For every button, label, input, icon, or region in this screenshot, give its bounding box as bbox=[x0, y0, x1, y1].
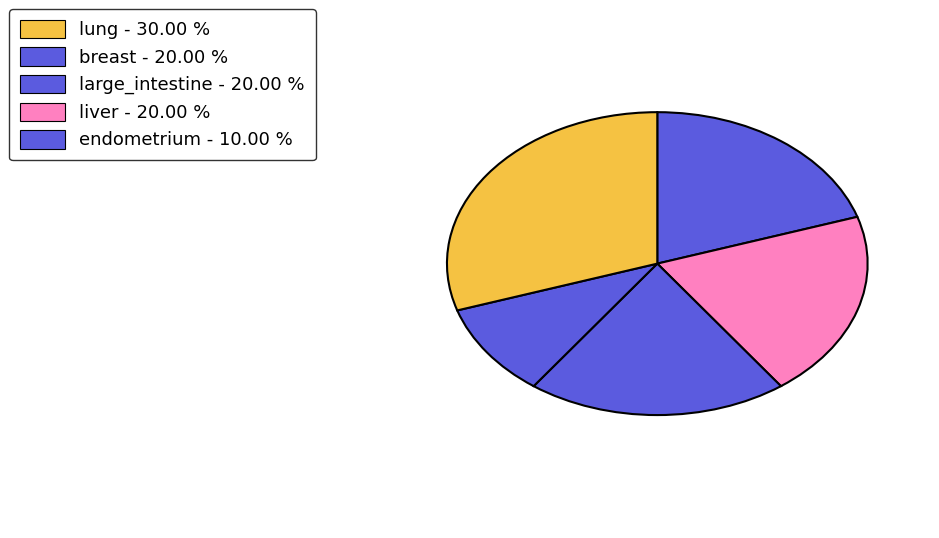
Wedge shape bbox=[657, 112, 857, 264]
Wedge shape bbox=[657, 217, 868, 386]
Wedge shape bbox=[533, 264, 781, 415]
Wedge shape bbox=[447, 112, 657, 310]
Legend: lung - 30.00 %, breast - 20.00 %, large_intestine - 20.00 %, liver - 20.00 %, en: lung - 30.00 %, breast - 20.00 %, large_… bbox=[9, 9, 316, 160]
Wedge shape bbox=[457, 264, 657, 386]
